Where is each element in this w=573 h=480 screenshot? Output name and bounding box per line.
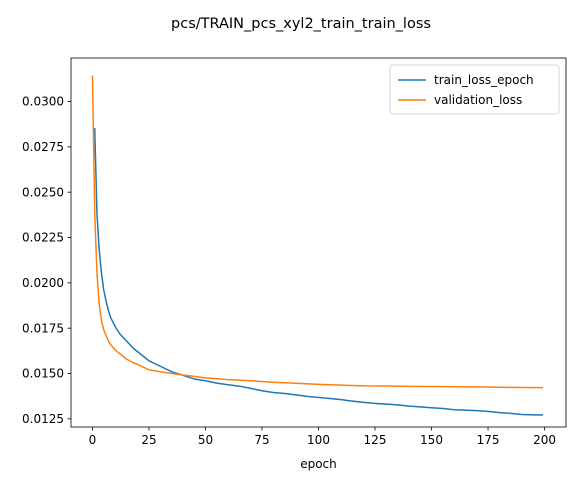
x-tick-label: 100 [307,433,330,447]
series-line-train-loss-epoch [93,127,544,416]
x-axis-label: epoch [300,457,337,471]
y-tick-label: 0.0250 [22,185,64,199]
series-line-validation-loss [91,75,544,389]
x-tick-label: 75 [254,433,269,447]
y-tick-label: 0.0275 [22,140,64,154]
x-tick-label: 25 [141,433,156,447]
y-tick-label: 0.0150 [22,367,64,381]
y-tick-label: 0.0125 [22,412,64,426]
x-tick-label: 50 [198,433,213,447]
y-tick-label: 0.0175 [22,321,64,335]
legend: train_loss_epoch validation_loss [389,64,560,115]
y-tick-label: 0.0300 [22,95,64,109]
legend-label-validation-loss: validation_loss [434,93,522,107]
x-tick-label: 175 [477,433,500,447]
x-tick-label: 0 [89,433,97,447]
x-tick-label: 200 [533,433,556,447]
y-tick-label: 0.0225 [22,231,64,245]
x-tick-label: 150 [420,433,443,447]
legend-label-train-loss-epoch: train_loss_epoch [434,73,534,87]
x-tick-label: 125 [364,433,387,447]
legend-box [389,64,560,115]
chart-title: pcs/TRAIN_pcs_xyl2_train_train_loss [171,16,431,32]
y-tick-label: 0.0200 [22,276,64,290]
